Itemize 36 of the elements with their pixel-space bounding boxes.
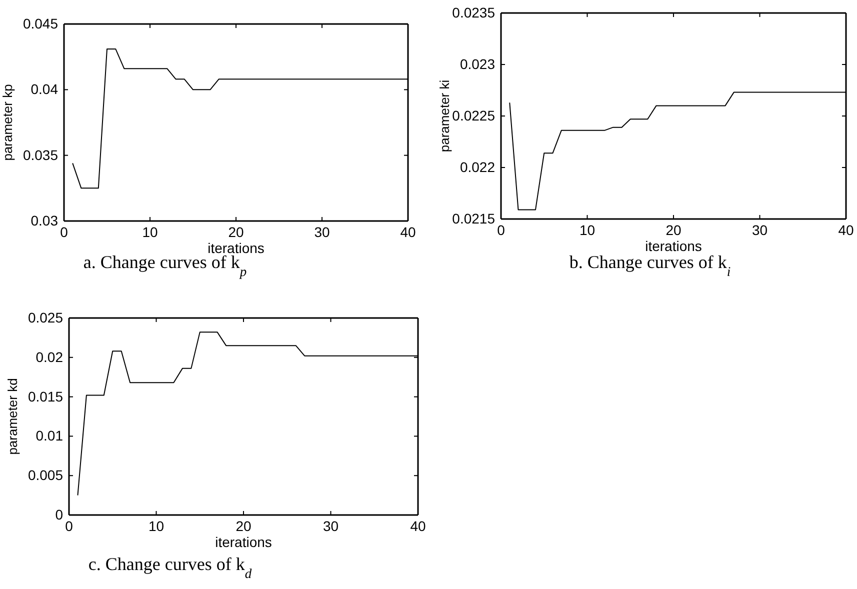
y-tick-label: 0.04 <box>30 81 58 98</box>
y-tick-label: 0.022 <box>460 158 496 175</box>
x-axis-title: iterations <box>645 238 702 254</box>
x-tick-label: 40 <box>400 224 416 240</box>
y-axis-title: parameter kd <box>5 378 20 455</box>
y-tick-label: 0.005 <box>28 467 64 484</box>
x-tick-label: 20 <box>228 224 244 240</box>
x-tick-label: 0 <box>497 222 506 238</box>
y-tick-label: 0.0225 <box>452 107 496 124</box>
x-tick-label: 10 <box>142 224 158 240</box>
y-tick-label: 0.035 <box>22 146 58 163</box>
x-tick-label: 30 <box>752 222 768 238</box>
x-tick-label: 10 <box>579 222 596 238</box>
x-tick-label: 20 <box>236 518 252 534</box>
x-tick-label: 0 <box>65 518 74 534</box>
text: b. Change curves of k$_{i}$ <box>569 252 731 278</box>
y-tick-label: 0 <box>55 506 64 522</box>
y-tick-label: 0.01 <box>36 428 64 444</box>
x-tick-label: 30 <box>314 224 330 240</box>
y-tick-label: 0.045 <box>22 15 58 32</box>
y-tick-label: 0.02 <box>36 348 64 365</box>
y-tick-label: 0.025 <box>28 309 64 326</box>
y-tick-label: 0.023 <box>460 56 496 72</box>
text: c. Change curves of k$_{d}$ <box>88 554 252 580</box>
x-tick-label: 40 <box>838 222 854 238</box>
y-tick-label: 0.0215 <box>452 210 496 226</box>
x-tick-label: 40 <box>410 518 426 534</box>
x-tick-label: 20 <box>666 222 682 238</box>
y-tick-label: 0.03 <box>30 212 58 228</box>
y-tick-label: 0.0235 <box>452 4 496 20</box>
x-tick-label: 10 <box>148 518 164 534</box>
y-axis-title: parameter ki <box>437 80 452 152</box>
y-tick-label: 0.015 <box>28 388 64 404</box>
y-axis-title: parameter kp <box>0 84 15 161</box>
x-axis-title: iterations <box>215 534 272 550</box>
x-tick-label: 30 <box>322 518 339 534</box>
